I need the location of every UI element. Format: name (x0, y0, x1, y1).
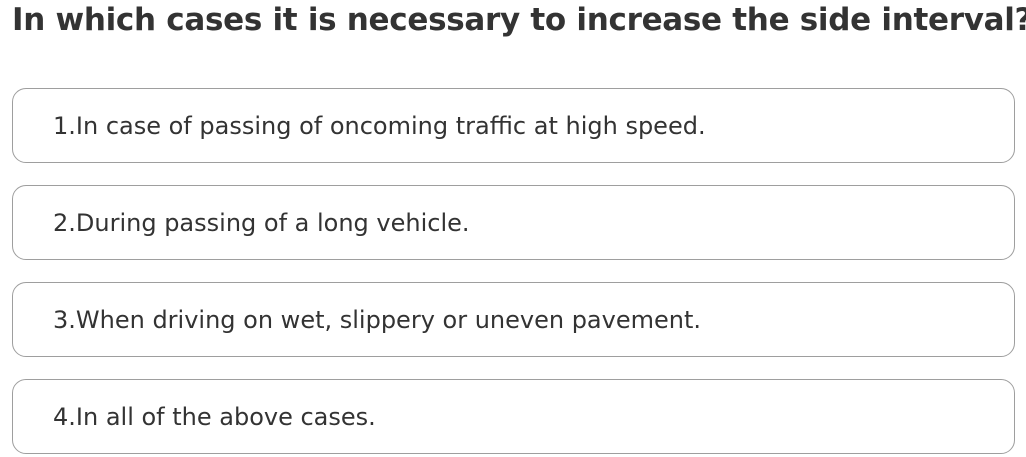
answer-text: 4.In all of the above cases. (53, 402, 376, 431)
answer-text: 2.During passing of a long vehicle. (53, 208, 470, 237)
answer-text: 3.When driving on wet, slippery or uneve… (53, 305, 701, 334)
answer-option[interactable]: 2.During passing of a long vehicle. (12, 185, 1015, 260)
answer-option[interactable]: 1.In case of passing of oncoming traffic… (12, 88, 1015, 163)
question-title: In which cases it is necessary to increa… (12, 2, 1026, 38)
answer-option[interactable]: 4.In all of the above cases. (12, 379, 1015, 454)
answer-text: 1.In case of passing of oncoming traffic… (53, 111, 706, 140)
answer-option[interactable]: 3.When driving on wet, slippery or uneve… (12, 282, 1015, 357)
